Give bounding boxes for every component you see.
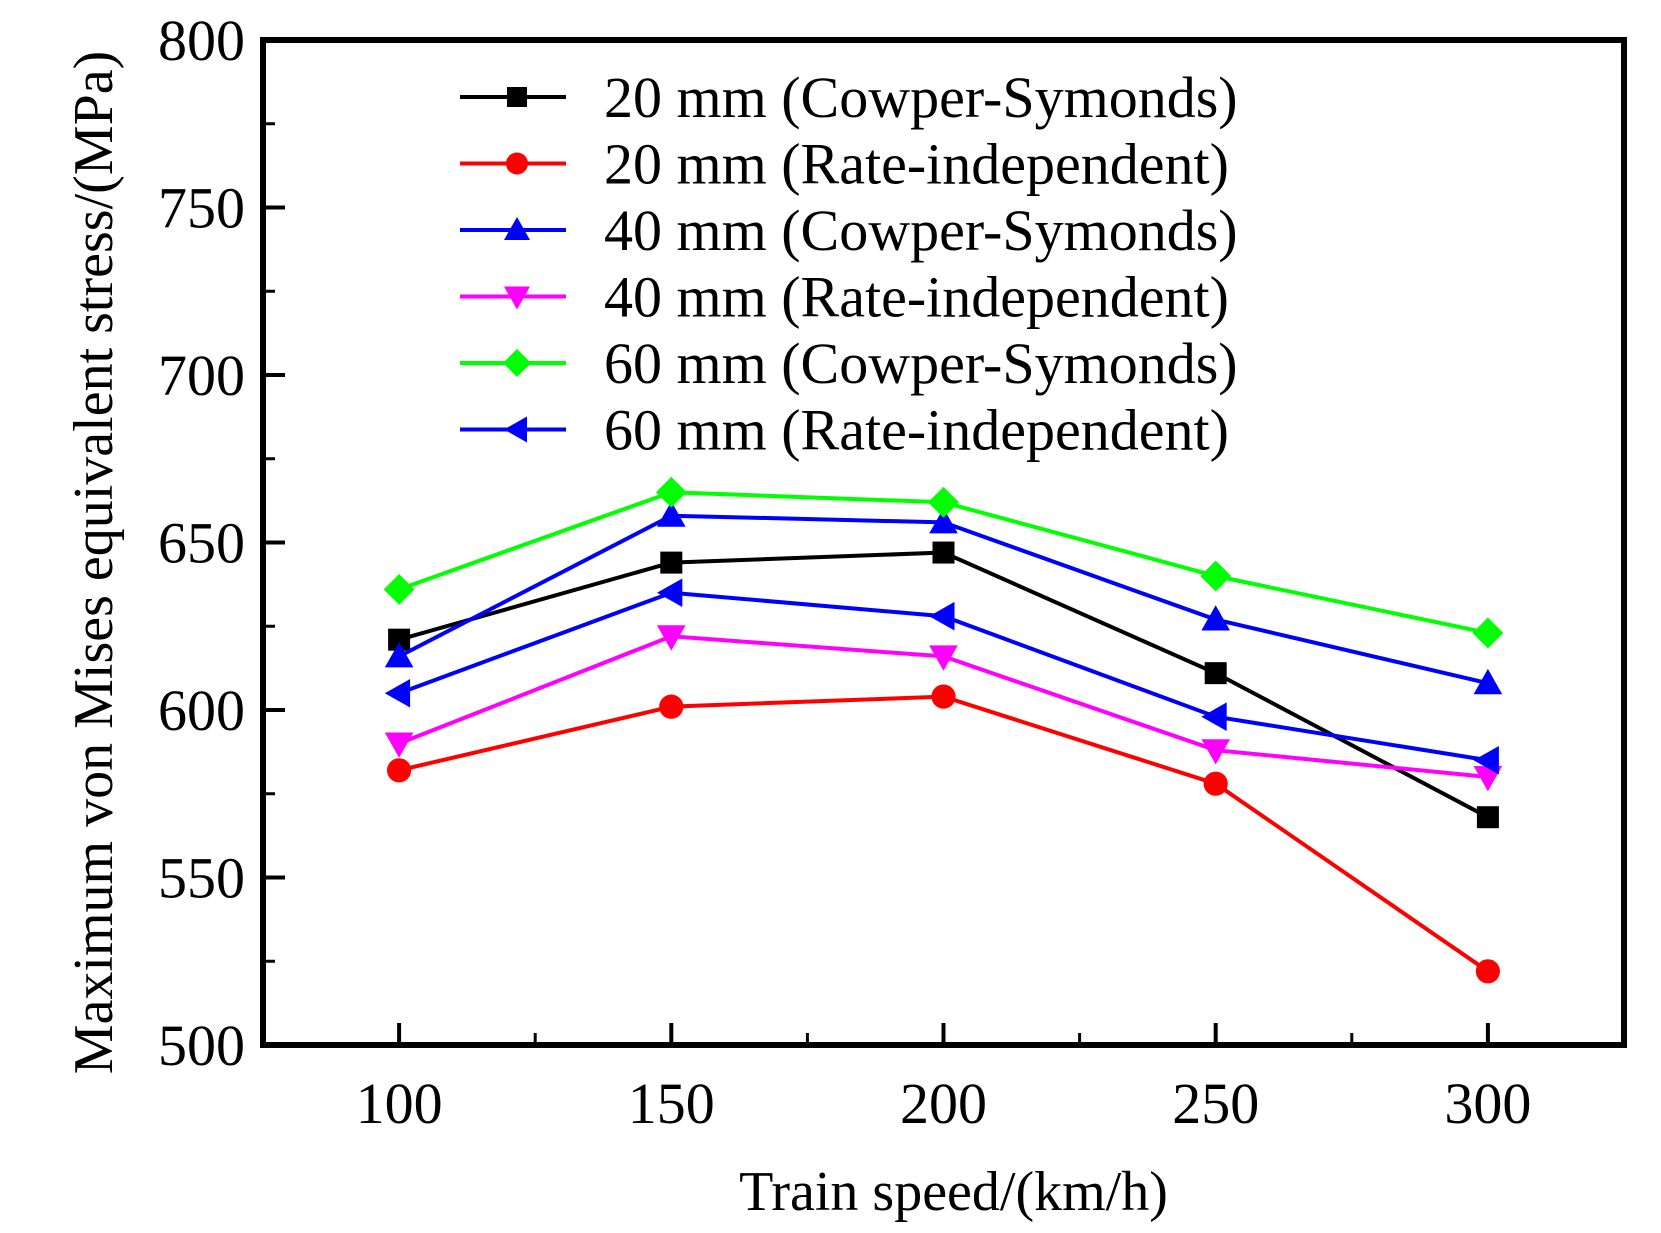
x-tick-label: 200 [900,1071,987,1136]
series-1 [388,541,1499,829]
data-point [383,574,415,605]
y-tick-label: 650 [158,511,245,576]
data-point [659,694,684,719]
data-point [384,732,414,758]
data-point [384,678,411,708]
legend-item: 20 mm (Rate-independent) [460,132,1229,197]
legend-label: 60 mm (Rate-independent) [604,398,1229,463]
data-point [1473,668,1503,695]
series-2 [387,684,1500,984]
y-axis-title: Maximum von Mises equivalent stress/(MPa… [63,51,125,1074]
legend-item: 40 mm (Cowper-Symonds) [460,198,1238,263]
data-point [929,645,958,671]
data-point [931,684,956,709]
data-point [1473,745,1499,775]
y-tick-label: 800 [158,8,245,73]
legend-marker [506,152,528,175]
y-tick-label: 750 [158,176,245,241]
series-3 [384,501,1503,695]
data-point [1200,560,1232,592]
data-point [1472,617,1504,649]
data-point [657,501,686,527]
legend-marker [504,416,527,443]
axis-ticks: 500 550 600 650 700 750 800 100 150 200 250 300 [158,8,1531,1136]
data-point [1201,739,1230,765]
legend-label: 20 mm (Rate-independent) [604,132,1229,197]
x-tick-label: 250 [1172,1071,1259,1136]
legend-marker [507,87,527,107]
legend-marker [504,217,530,240]
data-point [928,486,959,518]
legend-label: 20 mm (Cowper-Symonds) [604,65,1238,130]
legend-marker [504,286,530,310]
data-point [384,642,414,668]
legend-label: 40 mm (Cowper-Symonds) [604,198,1238,263]
legend-item: 60 mm (Cowper-Symonds) [460,331,1238,396]
legend-item: 20 mm (Cowper-Symonds) [460,65,1238,130]
series-line [398,694,1490,973]
data-point [929,601,955,631]
data-point [388,628,411,651]
y-tick-label: 600 [158,678,245,743]
x-tick-label: 150 [628,1071,715,1136]
y-tick-label: 550 [158,846,245,911]
data-point [1201,702,1227,731]
series-layer [383,476,1504,984]
legend-item: 40 mm (Rate-independent) [460,265,1229,330]
data-point [932,541,955,564]
data-point [929,508,958,534]
x-tick-label: 300 [1444,1071,1531,1136]
series-6 [384,578,1499,775]
data-point [1203,771,1228,796]
x-tick-label: 100 [356,1071,443,1136]
series-5 [383,476,1504,649]
data-point [1476,806,1499,829]
legend-item: 60 mm (Rate-independent) [460,398,1229,463]
y-tick-label: 700 [158,343,245,408]
data-point [387,758,412,783]
data-point [1201,605,1230,631]
data-point [657,625,686,651]
y-tick-label: 500 [158,1013,245,1078]
legend-label: 40 mm (Rate-independent) [604,265,1229,330]
data-point [1475,959,1500,984]
legend-marker [503,349,531,377]
data-point [657,578,683,608]
legend: 20 mm (Cowper-Symonds)20 mm (Rate-indepe… [460,65,1238,463]
legend-label: 60 mm (Cowper-Symonds) [604,331,1238,396]
data-point [1204,662,1227,685]
data-point [660,551,683,574]
x-axis-title: Train speed/(km/h) [739,1161,1168,1223]
data-point [655,476,687,508]
